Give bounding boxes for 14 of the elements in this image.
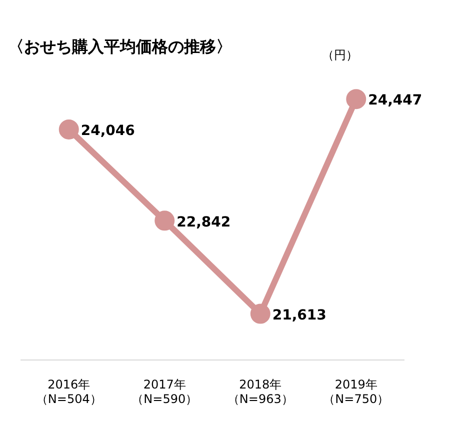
x-tick-label: 2018年（N=963）: [227, 378, 294, 406]
data-label: 24,046: [80, 123, 135, 140]
point: [346, 89, 366, 110]
data-label: 24,447: [368, 92, 422, 109]
data-label: 21,613: [272, 307, 326, 324]
point: [154, 210, 175, 231]
x-tick-label: 2019年（N=750）: [323, 378, 390, 406]
x-tick-label: 2016年（N=504）: [36, 378, 102, 406]
x-tick-label: 2017年（N=590）: [132, 378, 198, 406]
chart-title: 〈おせち購入平均価格の推移〉: [8, 36, 232, 56]
point: [58, 119, 79, 140]
y-axis-title: （円）: [322, 48, 358, 62]
point: [250, 304, 270, 324]
data-label: 22,842: [176, 214, 231, 230]
